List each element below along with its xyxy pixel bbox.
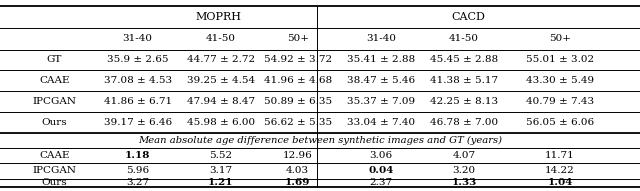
- Text: 5.96: 5.96: [126, 166, 149, 176]
- Text: 1.33: 1.33: [451, 178, 477, 187]
- Text: 1.21: 1.21: [208, 178, 234, 187]
- Text: 39.17 ± 6.46: 39.17 ± 6.46: [104, 118, 172, 127]
- Text: 1.69: 1.69: [285, 178, 310, 187]
- Text: 50+: 50+: [287, 34, 308, 43]
- Text: 50.89 ± 6.35: 50.89 ± 6.35: [264, 97, 332, 106]
- Text: 33.04 ± 7.40: 33.04 ± 7.40: [347, 118, 415, 127]
- Text: 0.04: 0.04: [368, 166, 394, 176]
- Text: 56.05 ± 6.06: 56.05 ± 6.06: [526, 118, 594, 127]
- Text: 3.17: 3.17: [209, 166, 232, 176]
- Text: 41.38 ± 5.17: 41.38 ± 5.17: [430, 76, 498, 85]
- Text: 47.94 ± 8.47: 47.94 ± 8.47: [187, 97, 255, 106]
- Text: 43.30 ± 5.49: 43.30 ± 5.49: [526, 76, 594, 85]
- Text: 35.41 ± 2.88: 35.41 ± 2.88: [347, 55, 415, 64]
- Text: 46.78 ± 7.00: 46.78 ± 7.00: [430, 118, 498, 127]
- Text: 56.62 ± 5.35: 56.62 ± 5.35: [264, 118, 332, 127]
- Text: 3.20: 3.20: [452, 166, 476, 176]
- Text: 4.07: 4.07: [452, 151, 476, 160]
- Text: 35.9 ± 2.65: 35.9 ± 2.65: [107, 55, 168, 64]
- Text: 2.37: 2.37: [369, 178, 392, 187]
- Text: IPCGAN: IPCGAN: [33, 97, 76, 106]
- Text: 40.79 ± 7.43: 40.79 ± 7.43: [526, 97, 594, 106]
- Text: MOPRH: MOPRH: [196, 12, 242, 22]
- Text: 31-40: 31-40: [123, 34, 152, 43]
- Text: 1.18: 1.18: [125, 151, 150, 160]
- Text: 42.25 ± 8.13: 42.25 ± 8.13: [430, 97, 498, 106]
- Text: 35.37 ± 7.09: 35.37 ± 7.09: [347, 97, 415, 106]
- Text: IPCGAN: IPCGAN: [33, 166, 76, 176]
- Text: 44.77 ± 2.72: 44.77 ± 2.72: [187, 55, 255, 64]
- Text: CAAE: CAAE: [39, 151, 70, 160]
- Text: 45.45 ± 2.88: 45.45 ± 2.88: [430, 55, 498, 64]
- Text: 5.52: 5.52: [209, 151, 232, 160]
- Text: CAAE: CAAE: [39, 76, 70, 85]
- Text: 39.25 ± 4.54: 39.25 ± 4.54: [187, 76, 255, 85]
- Text: Ours: Ours: [42, 118, 67, 127]
- Text: Mean absolute age difference between synthetic images and GT (years): Mean absolute age difference between syn…: [138, 136, 502, 145]
- Text: 55.01 ± 3.02: 55.01 ± 3.02: [526, 55, 594, 64]
- Text: CACD: CACD: [451, 12, 485, 22]
- Text: 41.96 ± 4.68: 41.96 ± 4.68: [264, 76, 332, 85]
- Text: 50+: 50+: [549, 34, 571, 43]
- Text: 41-50: 41-50: [449, 34, 479, 43]
- Text: 38.47 ± 5.46: 38.47 ± 5.46: [347, 76, 415, 85]
- Text: 54.92 ± 3.72: 54.92 ± 3.72: [264, 55, 332, 64]
- Text: 3.06: 3.06: [369, 151, 392, 160]
- Text: 41-50: 41-50: [206, 34, 236, 43]
- Text: 1.04: 1.04: [547, 178, 573, 187]
- Text: GT: GT: [47, 55, 62, 64]
- Text: 12.96: 12.96: [283, 151, 312, 160]
- Text: 4.03: 4.03: [286, 166, 309, 176]
- Text: 41.86 ± 6.71: 41.86 ± 6.71: [104, 97, 172, 106]
- Text: 31-40: 31-40: [366, 34, 396, 43]
- Text: 14.22: 14.22: [545, 166, 575, 176]
- Text: 11.71: 11.71: [545, 151, 575, 160]
- Text: Ours: Ours: [42, 178, 67, 187]
- Text: 45.98 ± 6.00: 45.98 ± 6.00: [187, 118, 255, 127]
- Text: 3.27: 3.27: [126, 178, 149, 187]
- Text: 37.08 ± 4.53: 37.08 ± 4.53: [104, 76, 172, 85]
